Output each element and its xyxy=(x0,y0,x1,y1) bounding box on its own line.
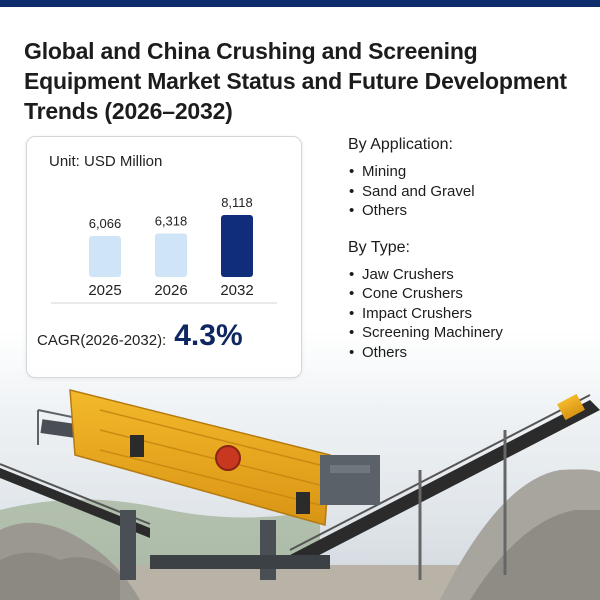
type-item: Jaw Crushers xyxy=(348,265,588,285)
bar-2026 xyxy=(155,233,187,277)
conveyor-left xyxy=(0,468,150,538)
top-accent-bar xyxy=(0,0,600,7)
conveyor-right-rail xyxy=(289,394,591,551)
unit-label: Unit: USD Million xyxy=(49,153,163,170)
type-heading: By Type: xyxy=(348,238,410,256)
spring-mount xyxy=(130,435,144,457)
equipment-illustration xyxy=(0,360,600,600)
motor-vent xyxy=(330,465,370,473)
application-heading: By Application: xyxy=(348,136,453,153)
chart-card: Unit: USD Million 6,066 2025 6,318 2026 8,11… xyxy=(26,136,302,378)
type-list: Jaw Crushers Cone Crushers Impact Crushe… xyxy=(348,265,588,363)
tick-label-2025: 2025 xyxy=(88,282,121,299)
application-item: Mining xyxy=(348,162,588,182)
motor-housing xyxy=(320,455,380,505)
tick-label-2032: 2032 xyxy=(220,282,253,299)
data-label-2032: 8,118 xyxy=(221,195,253,210)
rock-pile-front xyxy=(0,552,120,600)
spring-mount xyxy=(296,492,310,514)
screen-rib xyxy=(99,409,321,466)
cagr-value: 4.3% xyxy=(174,319,243,352)
plant-base xyxy=(150,555,330,569)
segments-panel: By Application: Mining Sand and Gravel O… xyxy=(348,136,588,380)
cagr-label: CAGR(2026-2032): xyxy=(37,332,167,349)
application-item: Others xyxy=(348,201,588,221)
page-title: Global and China Crushing and Screening … xyxy=(24,38,567,124)
type-item: Impact Crushers xyxy=(348,304,588,324)
gravel-pile-shadow xyxy=(470,510,600,600)
type-item: Others xyxy=(348,343,588,363)
cagr-row: CAGR(2026-2032): 4.3% xyxy=(37,319,299,353)
data-label-2026: 6,318 xyxy=(155,213,188,228)
type-item: Screening Machinery xyxy=(348,323,588,343)
application-list: Mining Sand and Gravel Others xyxy=(348,162,588,221)
conveyor-right xyxy=(290,400,600,565)
application-item: Sand and Gravel xyxy=(348,182,588,202)
bar-2025 xyxy=(89,236,121,277)
frame-leg xyxy=(120,510,136,580)
conveyor-head-pulley xyxy=(557,393,585,421)
bar-2032 xyxy=(221,215,253,277)
tick-label-2026: 2026 xyxy=(154,282,187,299)
bar-chart: 6,066 2025 6,318 2026 8,118 2032 xyxy=(51,195,277,304)
motor-pulley xyxy=(215,445,241,471)
frame-leg xyxy=(260,520,276,580)
type-item: Cone Crushers xyxy=(348,284,588,304)
data-label-2025: 6,066 xyxy=(89,216,122,231)
screen-rib xyxy=(99,449,321,506)
